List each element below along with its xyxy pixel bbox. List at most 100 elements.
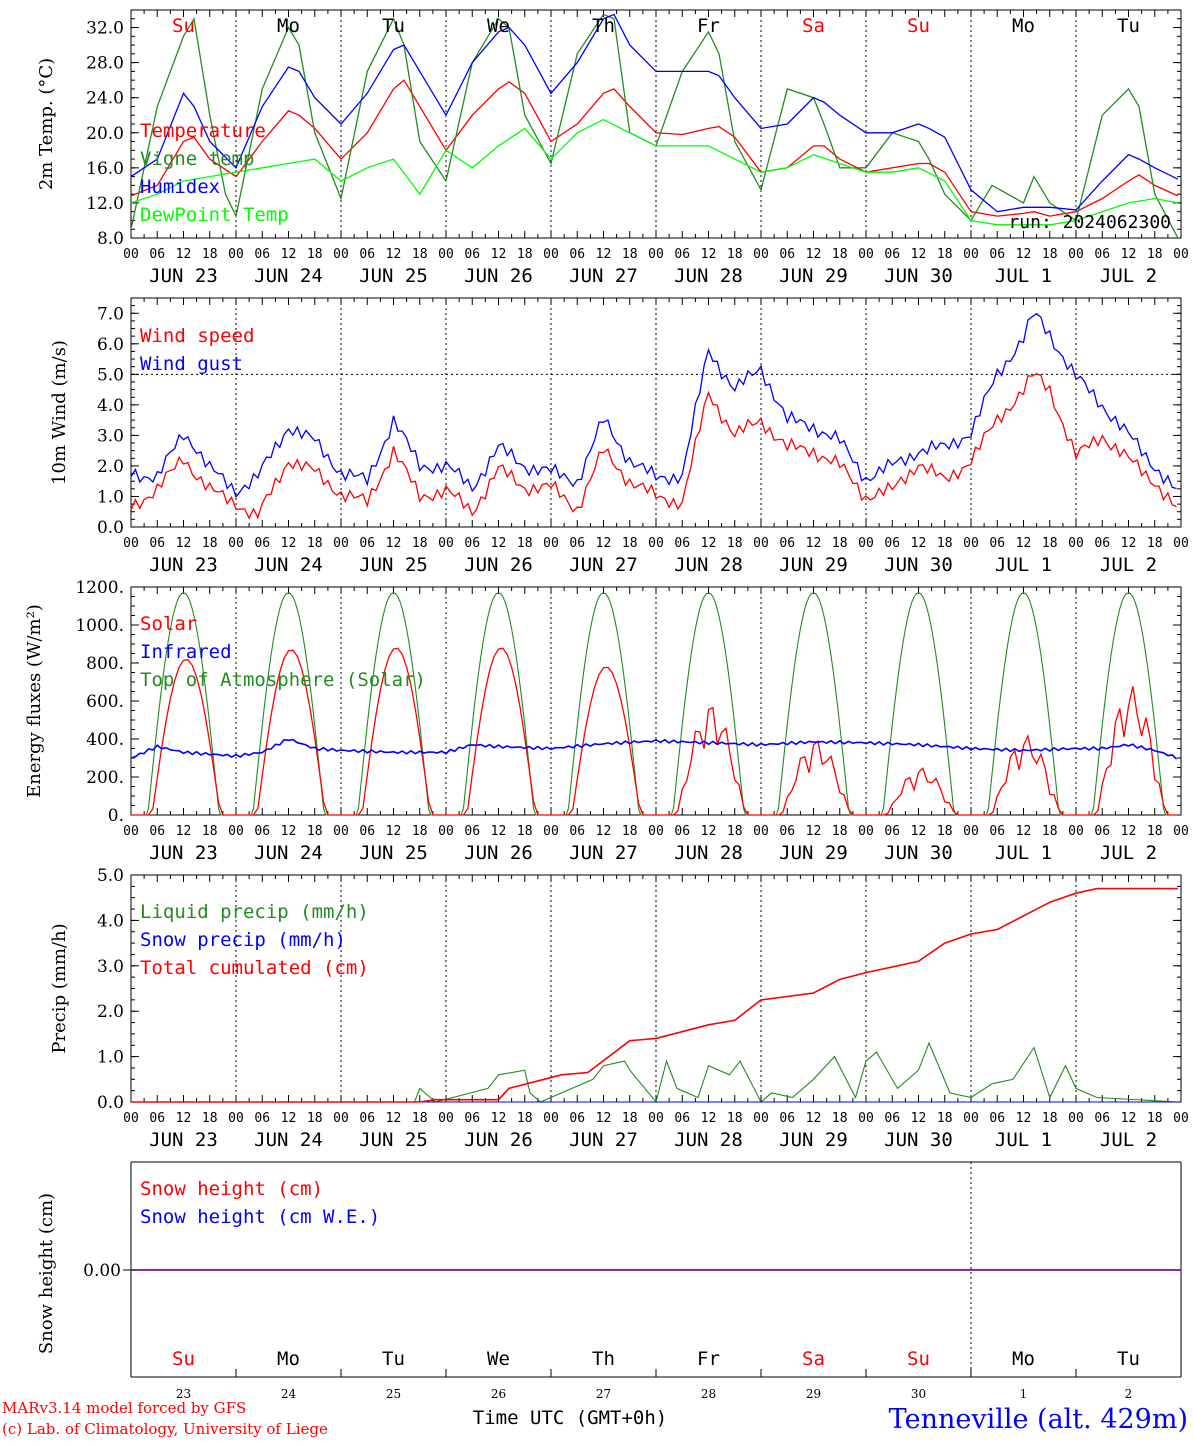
hour-tick-label: 18 [727, 247, 743, 262]
hour-tick-label: 06 [1094, 824, 1110, 839]
day-name: Sa [802, 15, 825, 37]
hour-tick-label: 00 [123, 536, 139, 551]
day-name: We [487, 1348, 510, 1370]
y-tick-label: 3.0 [97, 426, 124, 446]
y-tick-label: 800. [86, 654, 124, 674]
y-tick-label: 4.0 [97, 396, 124, 416]
legend-total-cumulated-cm-: Total cumulated (cm) [140, 957, 369, 979]
hour-tick-label: 06 [149, 1111, 165, 1126]
hour-tick-label: 12 [701, 1111, 717, 1126]
hour-tick-label: 18 [937, 1111, 953, 1126]
hour-tick-label: 12 [1016, 247, 1032, 262]
day-name: Mo [277, 15, 300, 37]
hour-tick-label: 12 [176, 824, 192, 839]
hour-tick-label: 06 [674, 536, 690, 551]
hour-tick-label: 00 [1173, 536, 1189, 551]
date-label: JUN 29 [779, 842, 848, 864]
hour-tick-label: 12 [806, 1111, 822, 1126]
y-tick-label: 28.0 [86, 54, 124, 74]
hour-tick-label: 18 [622, 1111, 638, 1126]
date-label: JUN 28 [674, 842, 743, 864]
hour-tick-label: 18 [517, 247, 533, 262]
date-label: JUL 1 [995, 842, 1052, 864]
legend-solar: Solar [140, 613, 197, 635]
hour-tick-label: 18 [1042, 536, 1058, 551]
date-label: JUN 23 [149, 265, 218, 287]
day-name: Fr [697, 15, 720, 37]
hour-tick-label: 12 [281, 824, 297, 839]
y-axis-label: 2m Temp. (°C) [36, 58, 57, 190]
day-name: Th [592, 1348, 615, 1370]
hour-tick-label: 00 [1068, 247, 1084, 262]
hour-tick-label: 00 [438, 824, 454, 839]
hour-tick-label: 12 [176, 1111, 192, 1126]
hour-tick-label: 06 [884, 247, 900, 262]
date-label: JUN 30 [884, 554, 953, 576]
hour-tick-label: 12 [806, 247, 822, 262]
date-label: JUN 28 [674, 1129, 743, 1151]
hour-tick-label: 00 [123, 824, 139, 839]
hour-tick-label: 12 [596, 247, 612, 262]
date-label: JUL 1 [995, 1129, 1052, 1151]
day-name: Mo [1012, 1348, 1035, 1370]
date-label: JUN 24 [254, 1129, 323, 1151]
series-line-infrared [130, 738, 1178, 760]
hour-tick-label: 00 [858, 1111, 874, 1126]
hour-tick-label: 06 [464, 824, 480, 839]
hour-tick-label: 12 [911, 824, 927, 839]
date-label: JUN 26 [464, 554, 533, 576]
hour-tick-label: 00 [858, 247, 874, 262]
legend-infrared: Infrared [140, 641, 232, 663]
hour-tick-label: 06 [569, 1111, 585, 1126]
hour-tick-label: 06 [359, 824, 375, 839]
x-axis-label: Time UTC (GMT+0h) [473, 1407, 667, 1429]
hour-tick-label: 06 [884, 1111, 900, 1126]
hour-tick-label: 12 [701, 824, 717, 839]
day-number: 29 [806, 1387, 821, 1401]
day-name: Tu [1117, 15, 1140, 37]
hour-tick-label: 18 [1042, 824, 1058, 839]
legend-wind-speed: Wind speed [140, 325, 254, 347]
date-label: JUN 25 [359, 554, 428, 576]
hour-tick-label: 06 [254, 536, 270, 551]
hour-tick-label: 00 [1068, 824, 1084, 839]
hour-tick-label: 00 [543, 824, 559, 839]
legend-liquid-precip-mm-h-: Liquid precip (mm/h) [140, 901, 369, 923]
hour-tick-label: 18 [727, 1111, 743, 1126]
hour-tick-label: 18 [1147, 824, 1163, 839]
hour-tick-label: 06 [989, 536, 1005, 551]
legend-top-of-atmosphere-solar-: Top of Atmosphere (Solar) [140, 669, 426, 691]
date-label: JUN 29 [779, 1129, 848, 1151]
hour-tick-label: 06 [779, 1111, 795, 1126]
hour-tick-label: 18 [727, 824, 743, 839]
hour-tick-label: 00 [333, 824, 349, 839]
hour-tick-label: 12 [596, 1111, 612, 1126]
date-label: JUN 25 [359, 842, 428, 864]
hour-tick-label: 06 [674, 1111, 690, 1126]
day-number: 26 [491, 1387, 506, 1401]
date-label: JUN 28 [674, 554, 743, 576]
hour-tick-label: 12 [1016, 1111, 1032, 1126]
day-name: Su [907, 1348, 930, 1370]
lab-credit: (c) Lab. of Climatology, University of L… [2, 1420, 328, 1438]
hour-tick-label: 00 [858, 824, 874, 839]
hour-tick-label: 18 [832, 247, 848, 262]
hour-tick-label: 18 [202, 536, 218, 551]
series-line-solar [131, 647, 1177, 816]
day-number: 25 [386, 1387, 401, 1401]
hour-tick-label: 00 [438, 1111, 454, 1126]
hour-tick-label: 00 [228, 536, 244, 551]
hour-tick-label: 00 [543, 247, 559, 262]
panel-1 [130, 9, 1182, 239]
hour-tick-label: 18 [937, 824, 953, 839]
y-tick-label: 1.0 [97, 487, 124, 507]
date-label: JUN 29 [779, 265, 848, 287]
plot-frame [130, 297, 1182, 528]
hour-tick-label: 18 [202, 1111, 218, 1126]
panel-2 [130, 297, 1182, 528]
legend-dewpoint-temp: DewPoint Temp [140, 204, 289, 226]
hour-tick-label: 18 [307, 1111, 323, 1126]
date-label: JUN 27 [569, 1129, 638, 1151]
hour-tick-label: 12 [491, 824, 507, 839]
hour-tick-label: 00 [648, 824, 664, 839]
